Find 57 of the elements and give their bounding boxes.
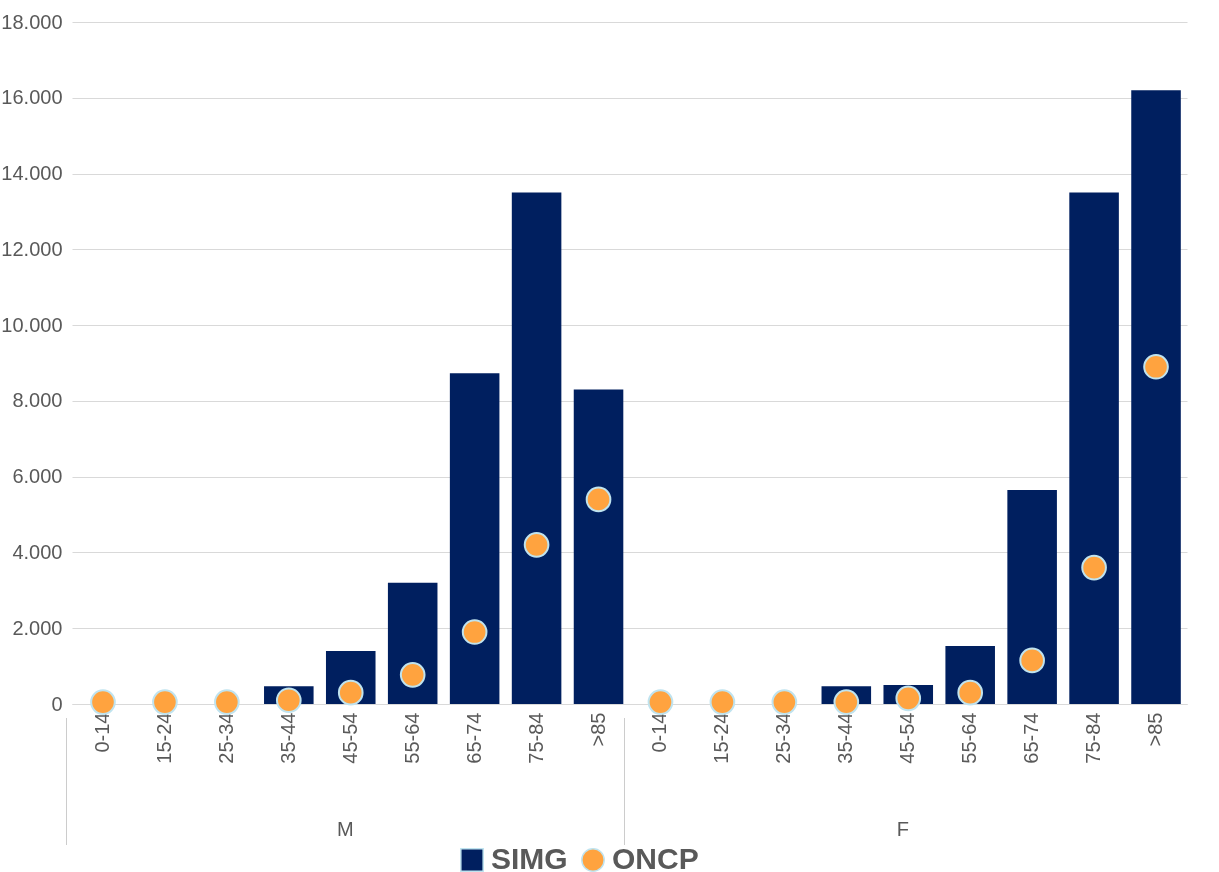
text: F: [896, 818, 909, 840]
x-tick-label: >85: [586, 712, 609, 747]
y-tick-label: 0: [51, 692, 63, 715]
y-tick-label: 18.000: [1, 10, 63, 33]
bar: [387, 582, 438, 704]
point: [585, 486, 612, 513]
y-tick-label: 4.000: [12, 540, 63, 563]
x-tick-label: >85: [1144, 712, 1167, 747]
x-tick-label: 55-64: [400, 712, 423, 764]
point: [895, 685, 922, 712]
point: [833, 689, 860, 715]
legend-label: SIMG: [491, 842, 568, 872]
point: [709, 689, 736, 715]
x-tick-label: 0-14: [90, 712, 113, 753]
point: [1019, 647, 1045, 674]
point: [461, 619, 488, 645]
x-tick-label: 25-34: [214, 712, 237, 764]
point: [647, 689, 674, 715]
y-tick-label: 14.000: [1, 162, 63, 185]
y-tick-label: 6.000: [12, 465, 63, 488]
point: [152, 689, 178, 715]
point: [90, 689, 116, 715]
point: [1081, 554, 1107, 581]
x-tick-label: 25-34: [772, 712, 795, 764]
point: [957, 679, 984, 706]
point: [337, 679, 364, 706]
x-tick-label: 45-54: [338, 712, 361, 764]
y-tick-label: 2.000: [12, 616, 63, 639]
x-tick-label: 15-24: [710, 712, 733, 764]
point: [214, 689, 240, 715]
x-tick-label: 75-84: [524, 712, 547, 764]
x-tick-label: 35-44: [276, 712, 299, 764]
bar: [1069, 192, 1119, 704]
bar: [1007, 489, 1057, 704]
legend-label: ONCP: [612, 842, 699, 872]
y-tick-label: 8.000: [12, 389, 63, 412]
x-tick-label: 65-74: [1020, 712, 1043, 764]
x-tick-label: 0-14: [648, 712, 671, 753]
x-tick-label: 75-84: [1082, 712, 1105, 764]
x-tick-label: 65-74: [462, 712, 485, 764]
bar: [1131, 90, 1181, 704]
y-tick-label: 10.000: [1, 313, 63, 336]
bar: [511, 192, 562, 704]
text: M: [336, 818, 354, 840]
x-tick-label: 15-24: [152, 712, 175, 764]
point: [399, 662, 426, 688]
bar: [449, 373, 500, 704]
y-tick-label: 12.000: [1, 237, 63, 260]
y-tick-label: 16.000: [1, 86, 63, 109]
point: [275, 687, 302, 714]
x-tick-label: 45-54: [896, 712, 919, 764]
bar: [573, 389, 624, 704]
point: [1143, 353, 1169, 380]
x-tick-label: 35-44: [834, 712, 857, 764]
point: [523, 532, 550, 558]
point: [771, 689, 798, 715]
x-tick-label: 55-64: [958, 712, 981, 764]
